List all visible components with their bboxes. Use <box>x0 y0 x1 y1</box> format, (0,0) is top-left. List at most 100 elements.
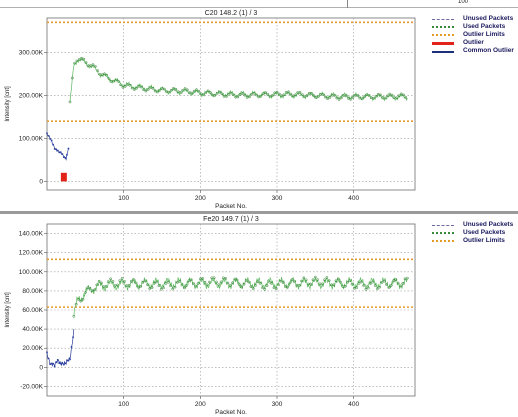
data-point-used <box>346 96 350 100</box>
legend-swatch-limits <box>432 240 454 242</box>
data-point-used <box>235 278 239 282</box>
data-point-used <box>231 281 234 285</box>
data-point-used <box>152 281 156 285</box>
data-point-used <box>280 94 283 98</box>
data-point-used <box>240 285 244 289</box>
data-point-used <box>205 283 209 287</box>
data-point-used <box>364 287 368 291</box>
data-point-used <box>89 64 93 68</box>
data-point-used <box>228 284 232 287</box>
data-point-used <box>360 97 364 101</box>
data-point-used <box>160 87 164 90</box>
data-point-used <box>293 279 296 283</box>
data-point-used <box>397 94 401 97</box>
data-point-used <box>294 93 297 97</box>
chart-panel-fe20: -20.00K 0 20.00K 40.00K 60.00K 80.00K 100.00K 1… <box>0 214 518 417</box>
data-point-used <box>379 93 382 97</box>
data-point-unused <box>50 139 53 142</box>
y-axis-label: Intensity [cnt] <box>5 86 11 122</box>
data-point-used <box>227 92 231 96</box>
data-point-used <box>333 94 336 97</box>
data-point-unused <box>63 156 65 158</box>
x-tick-label: 200 <box>195 401 206 408</box>
y-tick-label: 200.00K <box>19 92 44 99</box>
x-tick-label: 300 <box>272 401 283 408</box>
data-point-used <box>399 284 402 288</box>
data-point-used <box>144 89 148 93</box>
y-tick-label: 120.00K <box>19 250 44 257</box>
data-point-unused <box>63 363 65 366</box>
x-tick-label: 400 <box>348 195 359 202</box>
data-point-used <box>91 63 95 67</box>
legend-swatch-outlier <box>432 42 454 45</box>
data-point-used <box>189 278 193 282</box>
data-point-used <box>172 86 175 90</box>
data-point-unused <box>50 362 53 365</box>
data-point-used <box>376 92 380 96</box>
data-point-used <box>204 90 208 94</box>
data-point-used <box>219 280 223 284</box>
data-point-used <box>272 286 276 290</box>
data-point-used <box>359 280 363 284</box>
data-point-used <box>288 281 292 285</box>
data-point-used <box>300 93 304 97</box>
legend-label: Used Packets <box>463 23 506 30</box>
data-point-used <box>243 93 247 97</box>
data-point-used <box>215 91 219 95</box>
data-point-used <box>325 276 329 279</box>
data-point-used <box>162 87 166 91</box>
data-point-used <box>148 287 152 290</box>
data-point-used <box>238 283 241 287</box>
data-point-used <box>123 280 126 283</box>
data-point-used <box>218 90 221 94</box>
data-point-used <box>259 94 263 98</box>
data-point-used <box>273 91 277 95</box>
data-point-used <box>80 56 83 60</box>
data-point-used <box>167 90 171 94</box>
data-point-unused <box>61 153 64 155</box>
data-point-used <box>390 93 394 97</box>
data-point-used <box>238 93 242 96</box>
data-point-used <box>298 90 302 94</box>
data-point-used <box>134 281 138 285</box>
data-point-used <box>244 279 248 283</box>
data-point-used <box>116 283 119 287</box>
data-point-used <box>197 89 201 93</box>
data-point-used <box>351 96 355 99</box>
data-point-used <box>208 91 212 94</box>
data-point-used <box>334 279 338 283</box>
data-point-unused <box>56 149 59 152</box>
data-point-used <box>258 281 262 285</box>
data-point-used <box>174 87 178 91</box>
data-point-used <box>312 94 316 98</box>
data-point-used <box>335 96 339 100</box>
data-point-used <box>151 86 155 90</box>
data-point-used <box>263 287 267 291</box>
data-point-used <box>256 280 260 284</box>
data-point-used <box>106 280 110 283</box>
y-tick-label: 60.00K <box>22 307 43 314</box>
data-point-used <box>265 284 269 288</box>
data-point-used <box>130 86 134 90</box>
data-point-used <box>137 84 141 88</box>
data-point-used <box>100 73 104 77</box>
data-point-used <box>257 95 260 99</box>
data-point-used <box>141 281 145 284</box>
data-point-used <box>121 85 125 89</box>
data-point-used <box>128 83 132 87</box>
data-point-used <box>316 278 319 281</box>
data-point-used <box>139 85 143 89</box>
x-tick-label: 300 <box>272 195 283 202</box>
data-point-unused <box>55 361 57 363</box>
data-point-used <box>381 95 385 99</box>
data-point-used <box>356 94 359 98</box>
series-line-used <box>69 57 408 102</box>
data-point-used <box>402 93 405 97</box>
panel-splitter[interactable] <box>0 211 518 214</box>
data-point-used <box>277 92 281 96</box>
data-point-unused <box>53 148 56 150</box>
strip-splitter[interactable] <box>347 0 348 8</box>
data-point-used <box>380 281 384 284</box>
legend-label: Used Packets <box>463 229 506 236</box>
data-point-unused <box>49 363 51 366</box>
